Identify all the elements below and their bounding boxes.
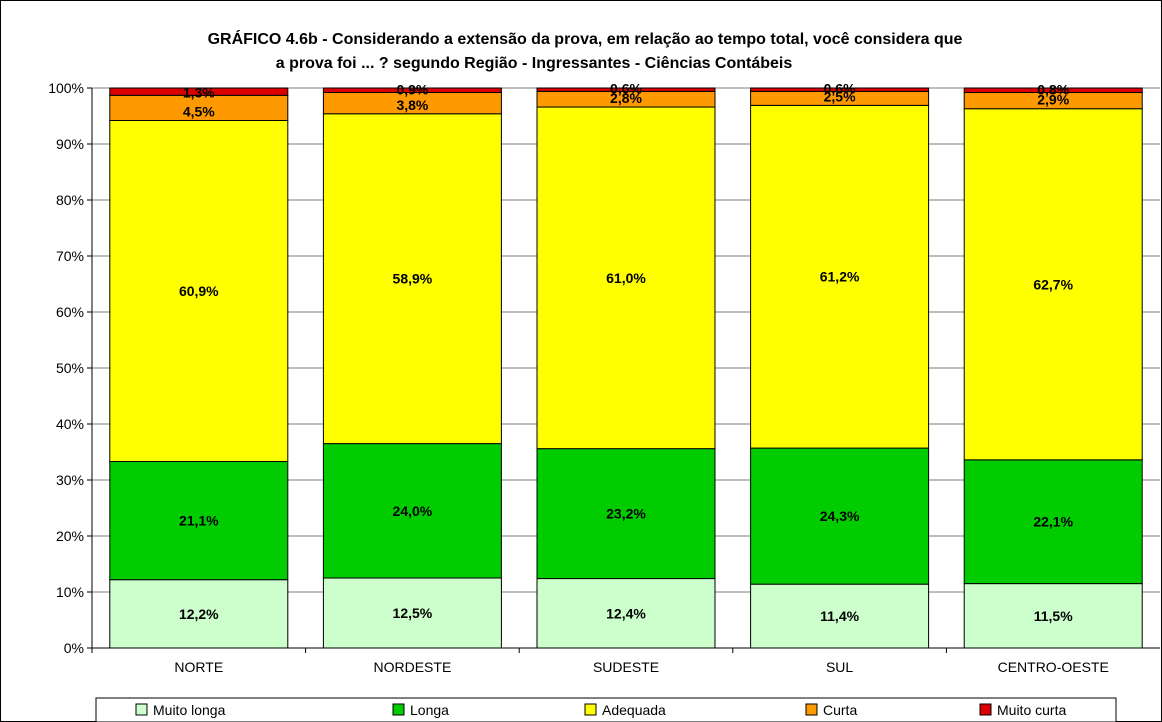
data-label: 11,5% (1034, 608, 1073, 624)
x-tick-label: SUDESTE (593, 659, 659, 675)
data-label: 2,8% (610, 90, 642, 106)
bar-segment (963, 459, 1143, 585)
bar-segment (536, 578, 716, 649)
bar-segment (109, 94, 289, 121)
bar-segment (109, 461, 289, 581)
bar-segment (750, 87, 930, 92)
y-tick-label: 90% (56, 136, 84, 152)
data-label: 12,4% (606, 605, 646, 621)
bar-segment (322, 443, 502, 579)
data-label: 4,5% (183, 103, 215, 119)
x-tick-label: CENTRO-OESTE (998, 659, 1109, 675)
legend-swatch (584, 703, 597, 716)
legend-box (95, 697, 1117, 722)
bar-segment (322, 87, 502, 93)
legend-swatch (979, 703, 992, 716)
bar-segment (750, 104, 930, 449)
legend-label: Muito longa (153, 702, 226, 718)
legend-swatch (805, 703, 818, 716)
bar-segment (109, 119, 289, 463)
bar-segment (536, 448, 716, 580)
x-tick-label: SUL (826, 659, 853, 675)
y-tick-label: 20% (56, 528, 84, 544)
legend-swatch (392, 703, 405, 716)
chart-subtitle: a prova foi ... ? segundo Região - Ingre… (276, 55, 793, 72)
data-label: 62,7% (1033, 276, 1073, 292)
data-label: 3,8% (396, 97, 428, 113)
bar-segment (750, 447, 930, 585)
x-tick-label: NORDESTE (374, 659, 452, 675)
data-label: 23,2% (606, 506, 646, 522)
y-tick-label: 40% (56, 416, 84, 432)
legend-label: Longa (410, 702, 449, 718)
axes: 0% 10% 20% 30% 40% 50% 60% 70% 80% 90% 100% NORTE NO… (48, 80, 1160, 675)
data-label: 12,2% (179, 606, 219, 622)
data-label: 11,4% (820, 608, 859, 624)
legend-label: Adequada (602, 702, 666, 718)
bar-segment (536, 106, 716, 450)
data-label: 61,2% (820, 269, 860, 285)
y-tick-label: 0% (64, 640, 84, 656)
y-tick-label: 10% (56, 584, 84, 600)
y-tick-label: 100% (48, 80, 84, 96)
data-label: 0,6% (824, 80, 856, 96)
chart-title: GRÁFICO 4.6b - Considerando a extensão d… (208, 29, 963, 48)
y-tick-label: 50% (56, 360, 84, 376)
y-tick-label: 30% (56, 472, 84, 488)
legend-swatch (135, 703, 148, 716)
data-label: 0,9% (396, 81, 428, 97)
x-tick-label: NORTE (174, 659, 223, 675)
bar-segment (322, 577, 502, 649)
data-label: 0,8% (1037, 81, 1069, 97)
data-label: 24,0% (393, 503, 433, 519)
bars (109, 87, 1143, 649)
data-label: 61,0% (606, 270, 646, 286)
data-label: 22,1% (1033, 514, 1073, 530)
legend-label: Muito curta (997, 702, 1066, 718)
bar-segment (750, 583, 930, 649)
data-label: 0,6% (610, 80, 642, 96)
bar-segment (536, 87, 716, 92)
data-label: 1,3% (183, 84, 215, 100)
y-tick-label: 80% (56, 192, 84, 208)
data-labels: 12,2% 21,1% 60,9% 4,5% 1,3% 12,5% 24,0% 58,9% 3,… (179, 80, 1074, 624)
legend: Muito longa Longa Adequada Curta Muito curta (95, 697, 1117, 722)
bar-segment (963, 108, 1143, 461)
data-label: 2,9% (1037, 92, 1069, 108)
bar-segment (322, 113, 502, 445)
data-label: 58,9% (393, 271, 433, 287)
y-tick-label: 70% (56, 248, 84, 264)
bar-segment (109, 579, 289, 649)
data-label: 12,5% (393, 605, 433, 621)
bar-segment (109, 87, 289, 96)
bar-segment (963, 583, 1143, 649)
legend-label: Curta (823, 702, 857, 718)
data-label: 60,9% (179, 283, 219, 299)
data-label: 21,1% (179, 513, 219, 529)
bar-segment (963, 87, 1143, 93)
data-label: 2,5% (824, 88, 856, 104)
y-tick-label: 60% (56, 304, 84, 320)
data-label: 24,3% (820, 508, 860, 524)
